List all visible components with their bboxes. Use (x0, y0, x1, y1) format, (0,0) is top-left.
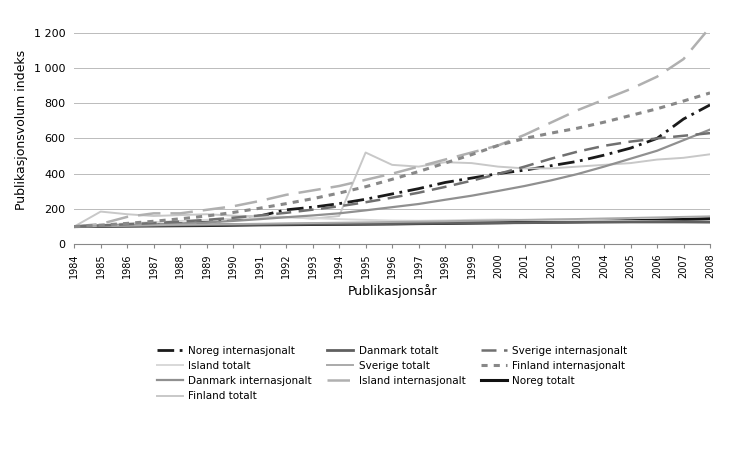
X-axis label: Publikasjonsår: Publikasjonsår (347, 283, 437, 298)
Y-axis label: Publikasjonsvolum indeks: Publikasjonsvolum indeks (15, 50, 28, 210)
Legend: Noreg internasjonalt, Island totalt, Danmark internasjonalt, Finland totalt, Dan: Noreg internasjonalt, Island totalt, Dan… (157, 346, 627, 401)
